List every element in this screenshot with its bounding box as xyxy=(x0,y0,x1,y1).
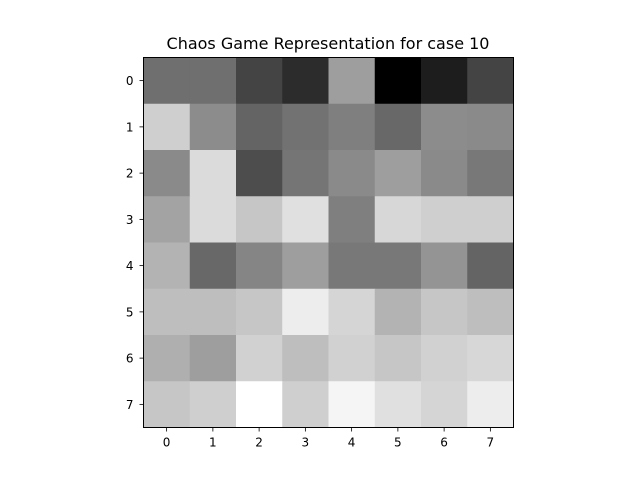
heatmap-cell-r2-c7 xyxy=(467,150,514,197)
heatmap-cell-r3-c3 xyxy=(282,196,329,243)
heatmap-cell-r0-c1 xyxy=(189,57,237,105)
heatmap-cell-r1-c7 xyxy=(467,103,514,151)
heatmap-cell-r0-c0 xyxy=(143,57,191,105)
heatmap-cell-r4-c6 xyxy=(421,242,468,290)
heatmap-cell-r2-c2 xyxy=(236,150,283,197)
heatmap-cell-r3-c4 xyxy=(328,196,376,243)
y-tick-label-2: 2 xyxy=(126,167,134,181)
heatmap-cell-r1-c3 xyxy=(282,103,329,151)
heatmap-cell-r4-c7 xyxy=(467,242,514,290)
heatmap-cell-r3-c7 xyxy=(467,196,514,243)
heatmap-cell-r0-c7 xyxy=(467,57,514,105)
heatmap-cell-r5-c0 xyxy=(143,288,191,336)
heatmap-cell-r0-c4 xyxy=(328,57,376,105)
x-tick-label-4: 4 xyxy=(348,436,356,450)
heatmap-cell-r1-c6 xyxy=(421,103,468,151)
y-tick-label-4: 4 xyxy=(126,259,134,273)
y-tick-label-6: 6 xyxy=(126,352,134,366)
heatmap-cell-r7-c2 xyxy=(236,381,283,428)
heatmap-cell-r7-c7 xyxy=(467,381,514,428)
heatmap-cell-r0-c3 xyxy=(282,57,329,105)
heatmap-cell-r5-c5 xyxy=(374,288,422,336)
y-tick-label-5: 5 xyxy=(126,305,134,319)
x-axis: 0 1 2 3 4 5 6 7 xyxy=(163,427,495,450)
heatmap-cell-r4-c5 xyxy=(374,242,422,290)
x-tick-label-5: 5 xyxy=(394,436,402,450)
heatmap-cell-r2-c0 xyxy=(143,150,191,197)
heatmap-cell-r7-c0 xyxy=(143,381,191,428)
chart-title: Chaos Game Representation for case 10 xyxy=(167,34,490,53)
heatmap-cell-r1-c2 xyxy=(236,103,283,151)
heatmap-cell-r6-c7 xyxy=(467,335,514,382)
heatmap-cell-r4-c1 xyxy=(189,242,237,290)
heatmap-cells xyxy=(143,57,514,428)
x-tick-label-7: 7 xyxy=(487,436,495,450)
heatmap-cell-r7-c3 xyxy=(282,381,329,428)
heatmap-cell-r6-c5 xyxy=(374,335,422,382)
heatmap-cell-r3-c0 xyxy=(143,196,191,243)
heatmap-cell-r2-c3 xyxy=(282,150,329,197)
heatmap-cell-r0-c5 xyxy=(374,57,422,105)
heatmap-cell-r2-c4 xyxy=(328,150,376,197)
heatmap-cell-r0-c2 xyxy=(236,57,283,105)
heatmap-cell-r0-c6 xyxy=(421,57,468,105)
heatmap-cell-r4-c3 xyxy=(282,242,329,290)
heatmap-cell-r6-c0 xyxy=(143,335,191,382)
y-tick-label-3: 3 xyxy=(126,213,134,227)
heatmap-cell-r1-c5 xyxy=(374,103,422,151)
heatmap-cell-r2-c5 xyxy=(374,150,422,197)
heatmap-cell-r2-c1 xyxy=(189,150,237,197)
heatmap-cell-r6-c1 xyxy=(189,335,237,382)
heatmap-cell-r5-c4 xyxy=(328,288,376,336)
y-axis: 0 1 2 3 4 5 6 7 xyxy=(126,74,144,412)
heatmap-cell-r4-c2 xyxy=(236,242,283,290)
x-tick-label-0: 0 xyxy=(163,436,171,450)
y-tick-label-7: 7 xyxy=(126,398,134,412)
x-tick-label-3: 3 xyxy=(302,436,310,450)
axes-frame xyxy=(143,57,514,428)
heatmap-cell-r1-c4 xyxy=(328,103,376,151)
heatmap-cell-r6-c6 xyxy=(421,335,468,382)
heatmap-cell-r3-c2 xyxy=(236,196,283,243)
y-tick-label-0: 0 xyxy=(126,74,134,88)
heatmap-cell-r3-c5 xyxy=(374,196,422,243)
heatmap-cell-r5-c3 xyxy=(282,288,329,336)
heatmap-cell-r5-c1 xyxy=(189,288,237,336)
heatmap-cell-r7-c4 xyxy=(328,381,376,428)
heatmap-cell-r6-c4 xyxy=(328,335,376,382)
heatmap-cell-r5-c2 xyxy=(236,288,283,336)
heatmap-cell-r1-c0 xyxy=(143,103,191,151)
heatmap-cell-r4-c4 xyxy=(328,242,376,290)
x-tick-label-1: 1 xyxy=(209,436,217,450)
heatmap-cell-r6-c2 xyxy=(236,335,283,382)
y-tick-label-1: 1 xyxy=(126,120,134,134)
x-tick-label-6: 6 xyxy=(440,436,448,450)
heatmap-cell-r1-c1 xyxy=(189,103,237,151)
heatmap-cell-r4-c0 xyxy=(143,242,191,290)
heatmap-cell-r7-c1 xyxy=(189,381,237,428)
heatmap-cell-r2-c6 xyxy=(421,150,468,197)
heatmap-cell-r3-c6 xyxy=(421,196,468,243)
heatmap-cell-r5-c6 xyxy=(421,288,468,336)
heatmap-cell-r3-c1 xyxy=(189,196,237,243)
heatmap-cell-r5-c7 xyxy=(467,288,514,336)
heatmap-cell-r7-c5 xyxy=(374,381,422,428)
heatmap-cell-r6-c3 xyxy=(282,335,329,382)
heatmap-cell-r7-c6 xyxy=(421,381,468,428)
x-tick-label-2: 2 xyxy=(255,436,263,450)
